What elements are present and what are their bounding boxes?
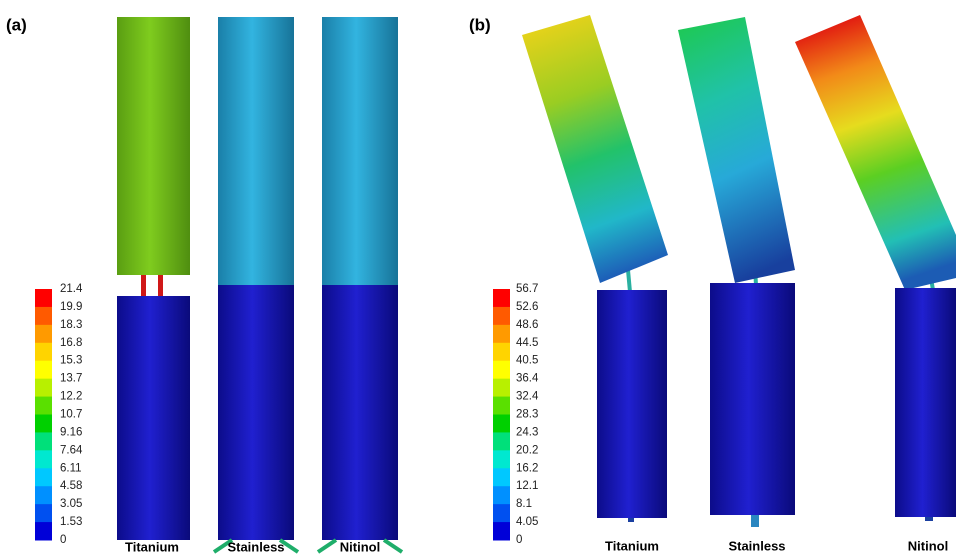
sample-label: Nitinol (340, 539, 380, 554)
colorbar-segment (35, 486, 52, 504)
colorbar-segment (35, 504, 52, 522)
titanium-bottom (597, 290, 667, 518)
colorbar-label: 28.3 (516, 409, 538, 421)
colorbar-segment (35, 379, 52, 397)
panel-a-models (117, 17, 402, 552)
stainless-bottom (218, 285, 294, 540)
sample-label: Nitinol (908, 538, 948, 553)
colorbar-label: 8.1 (516, 498, 532, 510)
colorbar-segment (493, 397, 510, 415)
colorbar-label: 12.1 (516, 480, 538, 492)
colorbar-label: 20.2 (516, 444, 538, 456)
colorbar-segment (493, 468, 510, 486)
colorbar-segment (493, 289, 510, 307)
colorbar-segment (35, 397, 52, 415)
rod (158, 275, 163, 296)
colorbar-segment (35, 325, 52, 343)
rod (628, 270, 630, 292)
colorbar-segment (493, 379, 510, 397)
colorbar-label: 36.4 (516, 373, 539, 385)
nitinol-bottom (322, 285, 398, 540)
leg (318, 540, 336, 552)
colorbar-segment (493, 450, 510, 468)
sample-label: Stainless (728, 538, 785, 553)
colorbar-label: 16.2 (516, 462, 538, 474)
sample-label: Titanium (605, 538, 659, 553)
colorbar-segment (493, 361, 510, 379)
titanium-top (522, 15, 668, 283)
panel-label: (b) (469, 15, 491, 34)
colorbar-segment (35, 343, 52, 361)
colorbar-label: 4.58 (60, 480, 82, 492)
colorbar-segment (35, 307, 52, 325)
sample-label: Stainless (227, 539, 284, 554)
colorbar-label: 10.7 (60, 409, 82, 421)
nitinol-top (322, 17, 398, 285)
colorbar-segment (493, 504, 510, 522)
stub (925, 517, 933, 521)
stainless-bottom (710, 283, 795, 515)
sample-label: Titanium (125, 539, 179, 554)
colorbar-segment (35, 289, 52, 307)
colorbar-segment (493, 522, 510, 540)
stainless-top (678, 17, 795, 283)
rod (141, 275, 146, 296)
colorbar-label: 24.3 (516, 426, 538, 438)
colorbar-label: 56.7 (516, 283, 538, 295)
colorbar-segment (493, 486, 510, 504)
colorbar-label: 3.05 (60, 498, 82, 510)
titanium-bottom (117, 296, 190, 540)
colorbar-label: 48.6 (516, 319, 538, 331)
colorbar-segment (35, 415, 52, 433)
colorbar-label: 9.16 (60, 426, 82, 438)
colorbar-segment (35, 361, 52, 379)
colorbar-segment (35, 468, 52, 486)
colorbar-label: 21.4 (60, 283, 83, 295)
colorbar-segment (493, 415, 510, 433)
titanium-top (117, 17, 190, 275)
colorbar-label: 19.9 (60, 301, 82, 313)
colorbar-label: 0 (516, 534, 522, 546)
stub (628, 518, 634, 522)
colorbar-label: 16.8 (60, 337, 82, 349)
nitinol-top (795, 15, 956, 290)
colorbar-segment (493, 343, 510, 361)
colorbar-label: 7.64 (60, 444, 83, 456)
colorbar-label: 13.7 (60, 373, 82, 385)
colorbar-label: 18.3 (60, 319, 82, 331)
colorbar-label: 52.6 (516, 301, 538, 313)
colorbar-label: 1.53 (60, 516, 82, 528)
colorbar-label: 15.3 (60, 355, 82, 367)
colorbar-label: 4.05 (516, 516, 538, 528)
colorbar-segment (35, 450, 52, 468)
colorbar-label: 32.4 (516, 391, 539, 403)
panel-b-models (522, 15, 956, 527)
leg (384, 540, 402, 552)
colorbar-segment (35, 522, 52, 540)
stub (751, 515, 759, 527)
colorbar-segment (493, 307, 510, 325)
colorbar-label: 44.5 (516, 337, 538, 349)
colorbar-segment (493, 432, 510, 450)
colorbar-segment (35, 432, 52, 450)
colorbar-label: 12.2 (60, 391, 82, 403)
colorbar-segment (493, 325, 510, 343)
panel-label: (a) (6, 15, 27, 34)
colorbar-label: 0 (60, 534, 66, 546)
figure: (a) (b) 21.4 19.9 18.3 16.8 15.3 13.7 12.2 10.7… (0, 0, 956, 556)
colorbar-label: 6.11 (60, 462, 82, 474)
stainless-top (218, 17, 294, 285)
nitinol-bottom (895, 288, 956, 517)
colorbar-label: 40.5 (516, 355, 538, 367)
